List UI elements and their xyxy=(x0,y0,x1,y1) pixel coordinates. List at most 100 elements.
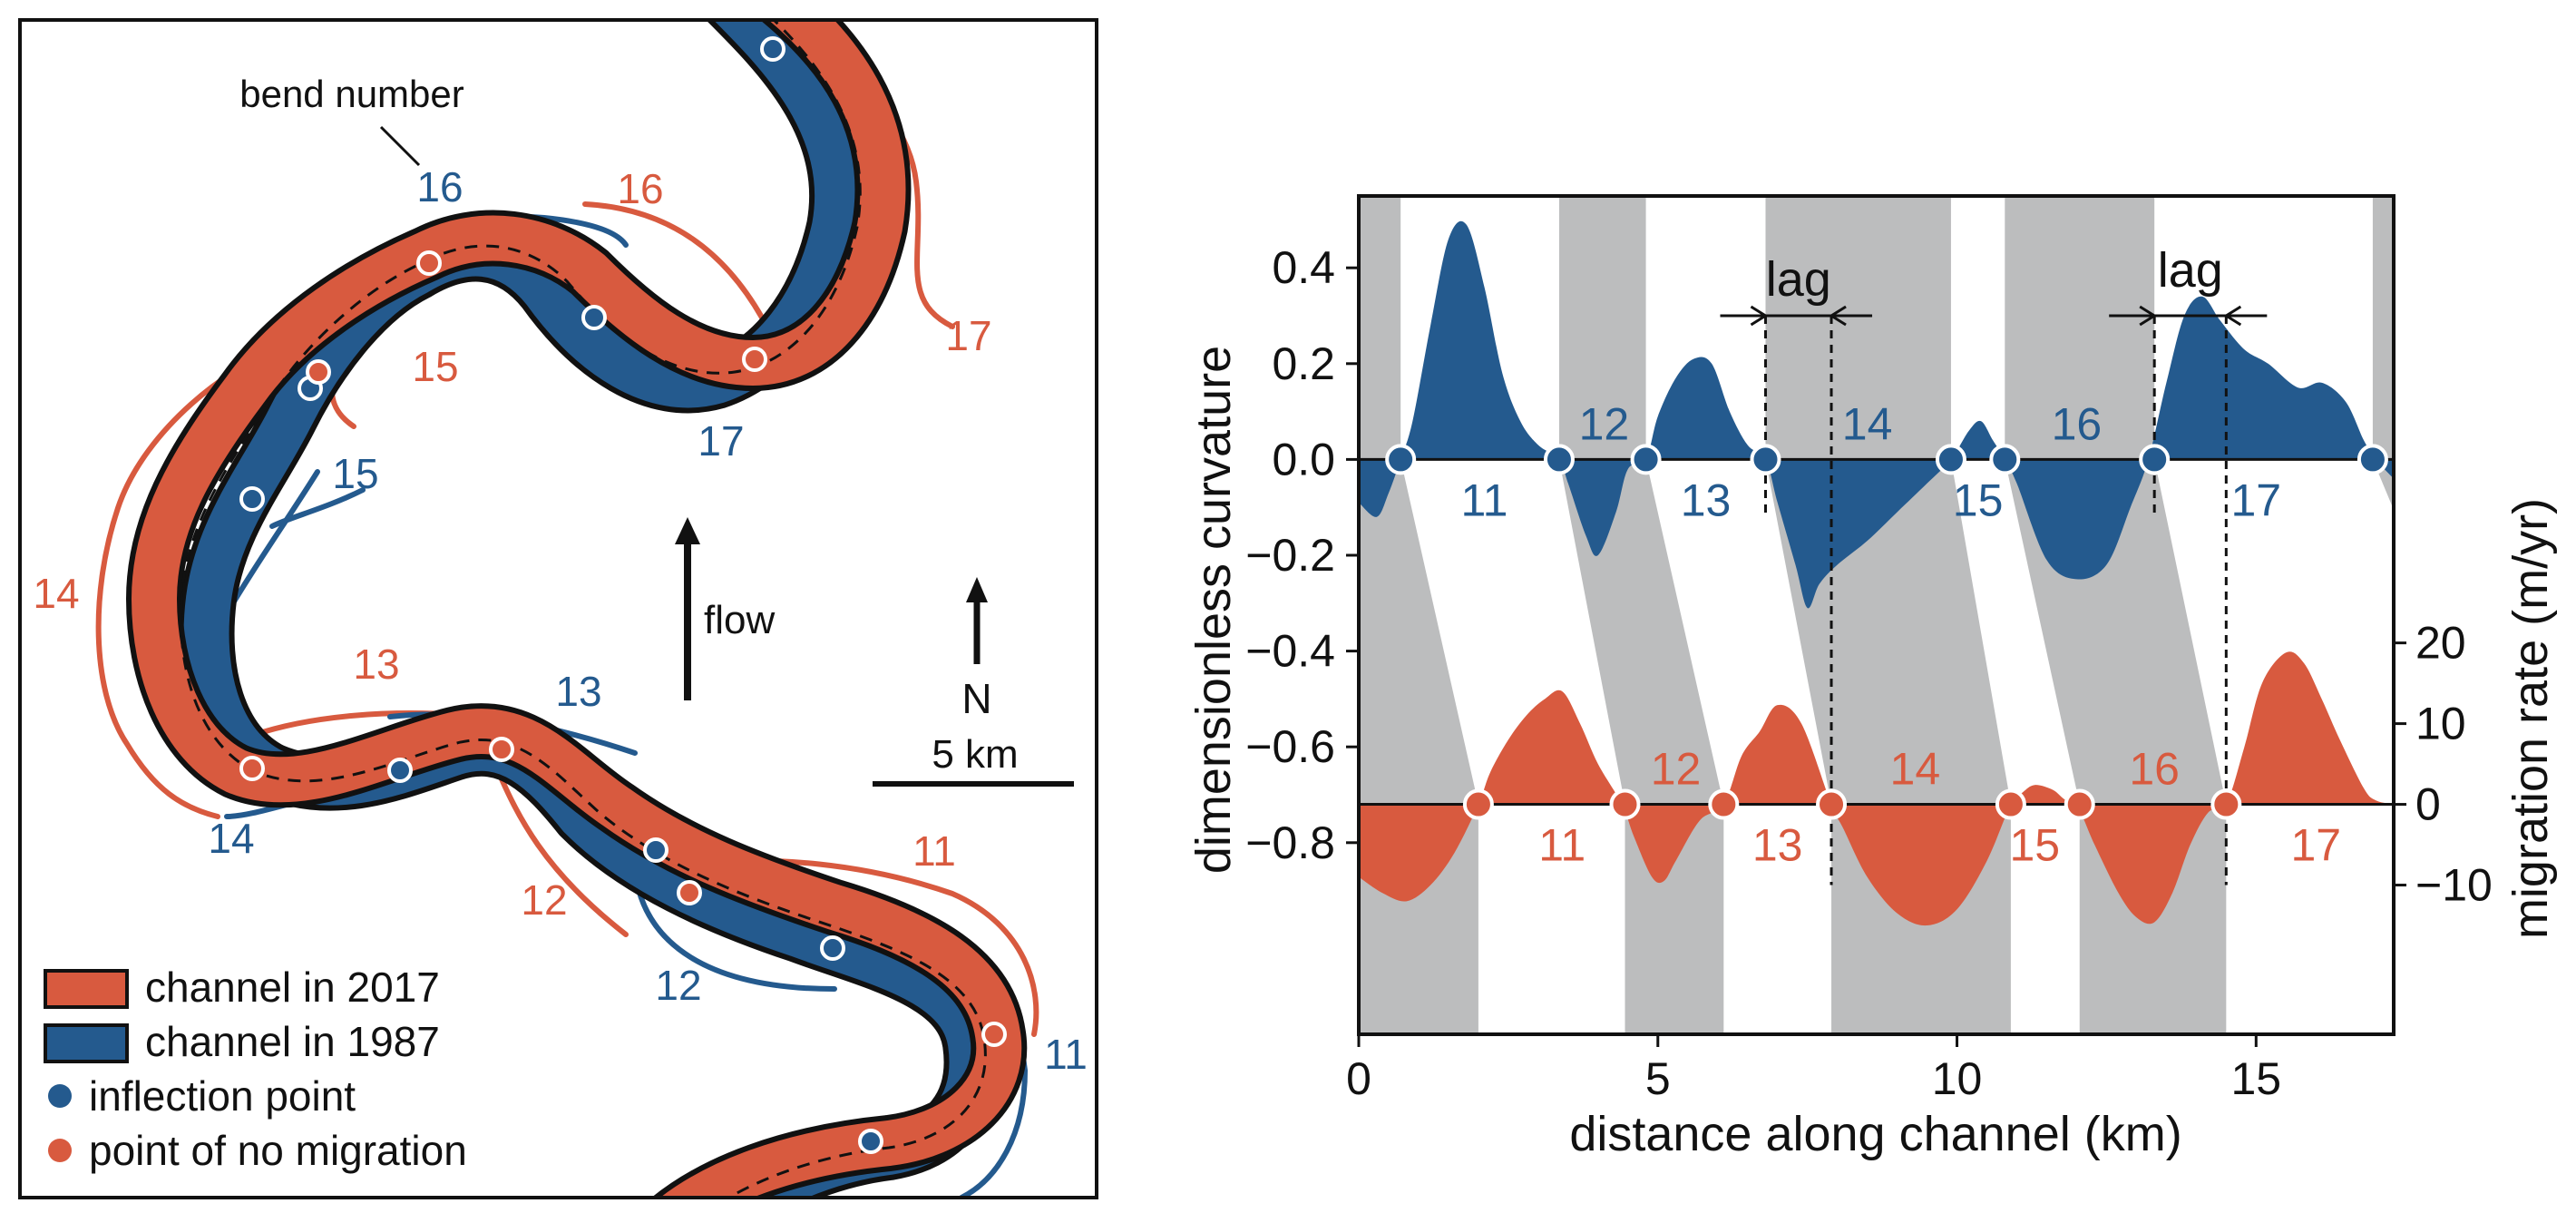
curvature-bend-label-16: 16 xyxy=(2052,398,2103,449)
map-bend-labels-1987: 16 17 15 13 14 12 11 xyxy=(208,163,1087,1078)
map-label-2017-17: 17 xyxy=(945,312,991,359)
north-arrow xyxy=(966,577,988,664)
x-tick-label-5: 5 xyxy=(1645,1053,1671,1104)
y2-tick-label-0: 20 xyxy=(2415,618,2466,669)
y2-axis: 20 10 0 −10 xyxy=(2394,618,2493,911)
migration-area xyxy=(1359,651,2394,926)
map-label-1987-13: 13 xyxy=(555,668,601,715)
y2-tick-label-3: −10 xyxy=(2415,860,2493,911)
y2-axis-label: migration rate (m/yr) xyxy=(2503,498,2558,939)
map-label-2017-11: 11 xyxy=(912,827,956,875)
migration-bend-label-11: 11 xyxy=(1538,820,1586,871)
legend-swatch-1987 xyxy=(44,1023,129,1063)
x-tick-label-0: 0 xyxy=(1346,1053,1371,1104)
curvature-bend-label-14: 14 xyxy=(1842,398,1893,449)
gray-band-3 xyxy=(1765,196,2011,1034)
inflection-point-6 xyxy=(1989,444,2021,475)
point-markers xyxy=(1385,444,2388,820)
map-legend: channel in 2017 channel in 1987 inflecti… xyxy=(44,964,467,1174)
channel-map xyxy=(95,20,1039,1198)
north-label: N xyxy=(961,675,991,722)
y-tick-label-1: 0.2 xyxy=(1272,338,1335,389)
gray-band-2 xyxy=(1558,196,1724,1034)
map-label-1987-15: 15 xyxy=(332,450,378,497)
migration-bend-label-16: 16 xyxy=(2129,744,2180,795)
curvature-bend-label-17: 17 xyxy=(2230,475,2281,525)
flow-arrow xyxy=(675,517,700,700)
map-panel: bend number 16 17 15 13 14 12 11 16 17 1… xyxy=(18,18,1098,1199)
curvature-bend-label-11: 11 xyxy=(1461,475,1508,525)
inflection-point-3 xyxy=(1630,444,1662,475)
chart-panel: lag lag 11 12 13 14 15 16 17 11 12 13 14 15 16 17 0 5 10… xyxy=(1186,194,2558,1161)
flow-label: flow xyxy=(704,598,775,642)
migration-bend-label-12: 12 xyxy=(1651,744,1702,795)
lag-arrow-left-2 xyxy=(2139,305,2158,327)
lag-arrow-right-1 xyxy=(1829,305,1847,327)
legend-dot-inflection xyxy=(48,1084,72,1108)
curvature-bend-label-15: 15 xyxy=(1953,475,2004,525)
curvature-bend-label-13: 13 xyxy=(1681,475,1732,525)
x-axis: 0 5 10 15 xyxy=(1346,1034,2281,1104)
x-axis-label: distance along channel (km) xyxy=(1569,1107,2181,1161)
map-label-1987-12: 12 xyxy=(655,962,701,1009)
map-label-2017-12: 12 xyxy=(521,876,567,924)
inflection-point-2 xyxy=(1543,444,1575,475)
lag-arrow-right-2 xyxy=(2223,305,2242,327)
map-label-1987-17: 17 xyxy=(698,417,744,465)
map-label-1987-14: 14 xyxy=(208,815,254,862)
inflection-point-4 xyxy=(1750,444,1781,475)
legend-label-inflection: inflection point xyxy=(89,1072,356,1120)
bend-number-leader xyxy=(379,125,421,167)
map-frame xyxy=(18,18,1098,1199)
curvature-bend-label-12: 12 xyxy=(1579,398,1630,449)
x-tick-label-10: 10 xyxy=(1932,1053,1983,1104)
y-axis-label: dimensionless curvature xyxy=(1186,346,1241,874)
y-tick-label-3: −0.2 xyxy=(1245,530,1335,581)
map-label-2017-15: 15 xyxy=(412,343,458,390)
y2-tick-label-1: 10 xyxy=(2415,699,2466,749)
legend-dot-no-migration xyxy=(48,1139,72,1162)
lag-label-1: lag xyxy=(1766,252,1831,307)
inflection-point-8 xyxy=(2356,444,2388,475)
map-bend-labels-2017: 16 17 15 14 13 12 11 xyxy=(33,165,991,924)
no-migration-point-6 xyxy=(2064,788,2095,820)
lag-label-2: lag xyxy=(2158,243,2223,298)
scale-label: 5 km xyxy=(932,732,1018,777)
bend-number-label: bend number xyxy=(239,73,464,115)
inflection-point-5 xyxy=(1935,444,1966,475)
x-tick-label-15: 15 xyxy=(2230,1053,2281,1104)
map-no-migration-points xyxy=(239,250,1007,1047)
y-tick-label-5: −0.6 xyxy=(1245,721,1335,772)
centerline xyxy=(179,20,987,1198)
y-tick-label-2: 0.0 xyxy=(1272,434,1335,484)
y-tick-label-4: −0.4 xyxy=(1245,626,1335,677)
lag-arrow-left-1 xyxy=(1750,305,1769,327)
map-label-2017-13: 13 xyxy=(353,641,399,688)
migration-bend-label-13: 13 xyxy=(1752,820,1803,871)
y-axis: 0.4 0.2 0.0 −0.2 −0.4 −0.6 −0.8 xyxy=(1245,242,1359,868)
y-tick-label-0: 0.4 xyxy=(1272,242,1335,293)
data-areas xyxy=(1359,220,2394,926)
legend-label-no-migration: point of no migration xyxy=(89,1127,467,1174)
plot-frame xyxy=(1357,194,2395,1036)
map-label-2017-16: 16 xyxy=(617,165,663,212)
migration-bend-label-17: 17 xyxy=(2290,820,2341,871)
lag-annotations: lag lag xyxy=(1720,243,2268,885)
channel-2017 xyxy=(132,20,1022,1198)
chart-bend-labels: 11 12 13 14 15 16 17 11 12 13 14 15 16 17 xyxy=(1461,398,2342,870)
map-label-2017-14: 14 xyxy=(33,570,79,617)
map-label-1987-11: 11 xyxy=(1044,1031,1088,1078)
map-inflection-points xyxy=(239,36,883,1154)
legend-swatch-2017 xyxy=(44,969,129,1009)
migration-bend-label-15: 15 xyxy=(2009,820,2060,871)
gray-band-trailing xyxy=(2372,196,2394,1034)
no-migration-point-5 xyxy=(1995,788,2026,820)
no-migration-point-7 xyxy=(2210,788,2242,820)
no-migration-point-4 xyxy=(1816,788,1848,820)
no-migration-point-1 xyxy=(1462,788,1494,820)
y2-tick-label-2: 0 xyxy=(2415,779,2441,830)
migration-bend-label-14: 14 xyxy=(1890,744,1941,795)
legend-label-1987: channel in 1987 xyxy=(145,1018,440,1065)
inflection-point-1 xyxy=(1385,444,1417,475)
